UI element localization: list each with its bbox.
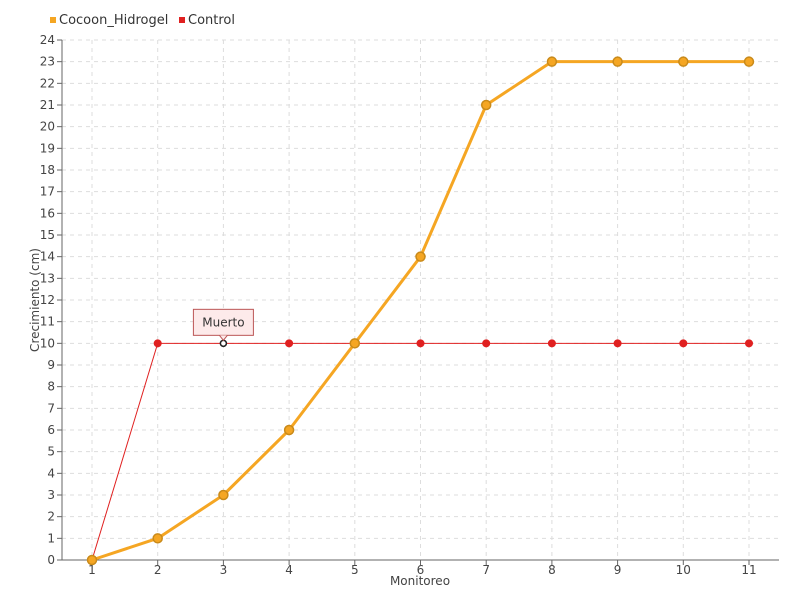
data-point-cocoon_hidrogel[interactable] — [283, 424, 295, 436]
y-tick-label: 14 — [40, 250, 55, 264]
grid — [62, 39, 779, 560]
data-point-cocoon_hidrogel[interactable] — [743, 56, 755, 67]
annotation-label: Muerto — [202, 315, 244, 329]
y-tick-label: 17 — [40, 185, 55, 199]
y-tick-label: 13 — [40, 271, 55, 285]
data-point-cocoon_hidrogel[interactable] — [218, 489, 229, 501]
y-tick-label: 23 — [40, 55, 55, 69]
series-markers — [86, 56, 755, 566]
y-tick-label: 11 — [40, 315, 55, 329]
x-tick-label: 11 — [741, 563, 756, 577]
data-point-cocoon_hidrogel[interactable] — [546, 56, 558, 67]
data-point-control[interactable] — [745, 339, 753, 348]
data-point-control[interactable] — [613, 339, 622, 348]
data-point-control[interactable] — [219, 339, 228, 348]
y-tick-label: 18 — [40, 163, 55, 177]
legend-label-cocoon_hidrogel: Cocoon_Hidrogel — [59, 13, 168, 28]
x-tick-label: 7 — [482, 563, 490, 577]
data-point-cocoon_hidrogel[interactable] — [480, 99, 492, 111]
x-tick-label: 10 — [676, 563, 691, 577]
data-point-control[interactable] — [482, 339, 491, 348]
y-tick-label: 1 — [47, 531, 55, 545]
legend-swatch-cocoon_hidrogel — [50, 17, 56, 23]
y-tick-label: 21 — [40, 98, 55, 112]
data-point-cocoon_hidrogel[interactable] — [86, 554, 98, 566]
y-tick-label: 7 — [47, 401, 55, 415]
y-tick-label: 12 — [40, 293, 55, 307]
x-tick-label: 4 — [285, 563, 293, 577]
annotation-box — [192, 308, 254, 336]
y-tick-label: 6 — [47, 423, 55, 437]
axes: 0123456789101112131415161718192021222324… — [40, 33, 779, 577]
y-tick-label: 19 — [40, 141, 55, 155]
y-tick-label: 8 — [47, 380, 55, 394]
y-tick-label: 16 — [40, 206, 55, 220]
y-tick-label: 4 — [47, 466, 55, 480]
x-tick-label: 5 — [351, 563, 359, 577]
y-tick-label: 0 — [47, 553, 55, 567]
data-point-control[interactable] — [679, 339, 688, 348]
y-tick-label: 15 — [40, 228, 55, 242]
x-tick-label: 6 — [417, 563, 425, 577]
legend: Cocoon_Hidrogel Control — [50, 13, 235, 28]
annotation-pointer — [219, 335, 228, 342]
data-point-cocoon_hidrogel[interactable] — [415, 251, 426, 262]
y-axis-title: Crecimiento (cm) — [28, 248, 42, 352]
data-point-cocoon_hidrogel[interactable] — [678, 56, 689, 67]
annotations: Muerto — [192, 308, 254, 342]
y-tick-label: 24 — [40, 33, 55, 47]
legend-label-control: Control — [188, 13, 235, 28]
data-point-control[interactable] — [285, 339, 294, 348]
y-tick-label: 2 — [47, 510, 55, 524]
y-tick-label: 3 — [47, 488, 55, 502]
data-point-cocoon_hidrogel[interactable] — [349, 338, 361, 349]
x-axis-title: Monitoreo — [390, 574, 450, 588]
data-point-control[interactable] — [153, 339, 162, 348]
y-tick-label: 10 — [40, 336, 55, 350]
x-tick-label: 9 — [614, 563, 622, 577]
legend-swatch-control — [179, 17, 185, 23]
data-point-control[interactable] — [416, 339, 425, 348]
data-point-cocoon_hidrogel[interactable] — [612, 56, 623, 67]
y-tick-label: 9 — [47, 358, 55, 372]
y-tick-label: 22 — [40, 76, 55, 90]
data-point-control[interactable] — [547, 339, 556, 348]
x-tick-label: 1 — [88, 563, 96, 577]
x-tick-label: 3 — [220, 563, 228, 577]
y-tick-label: 20 — [40, 120, 55, 134]
y-tick-label: 5 — [47, 445, 55, 459]
x-tick-label: 8 — [548, 563, 556, 577]
x-tick-label: 2 — [154, 563, 162, 577]
data-point-cocoon_hidrogel[interactable] — [152, 533, 163, 544]
